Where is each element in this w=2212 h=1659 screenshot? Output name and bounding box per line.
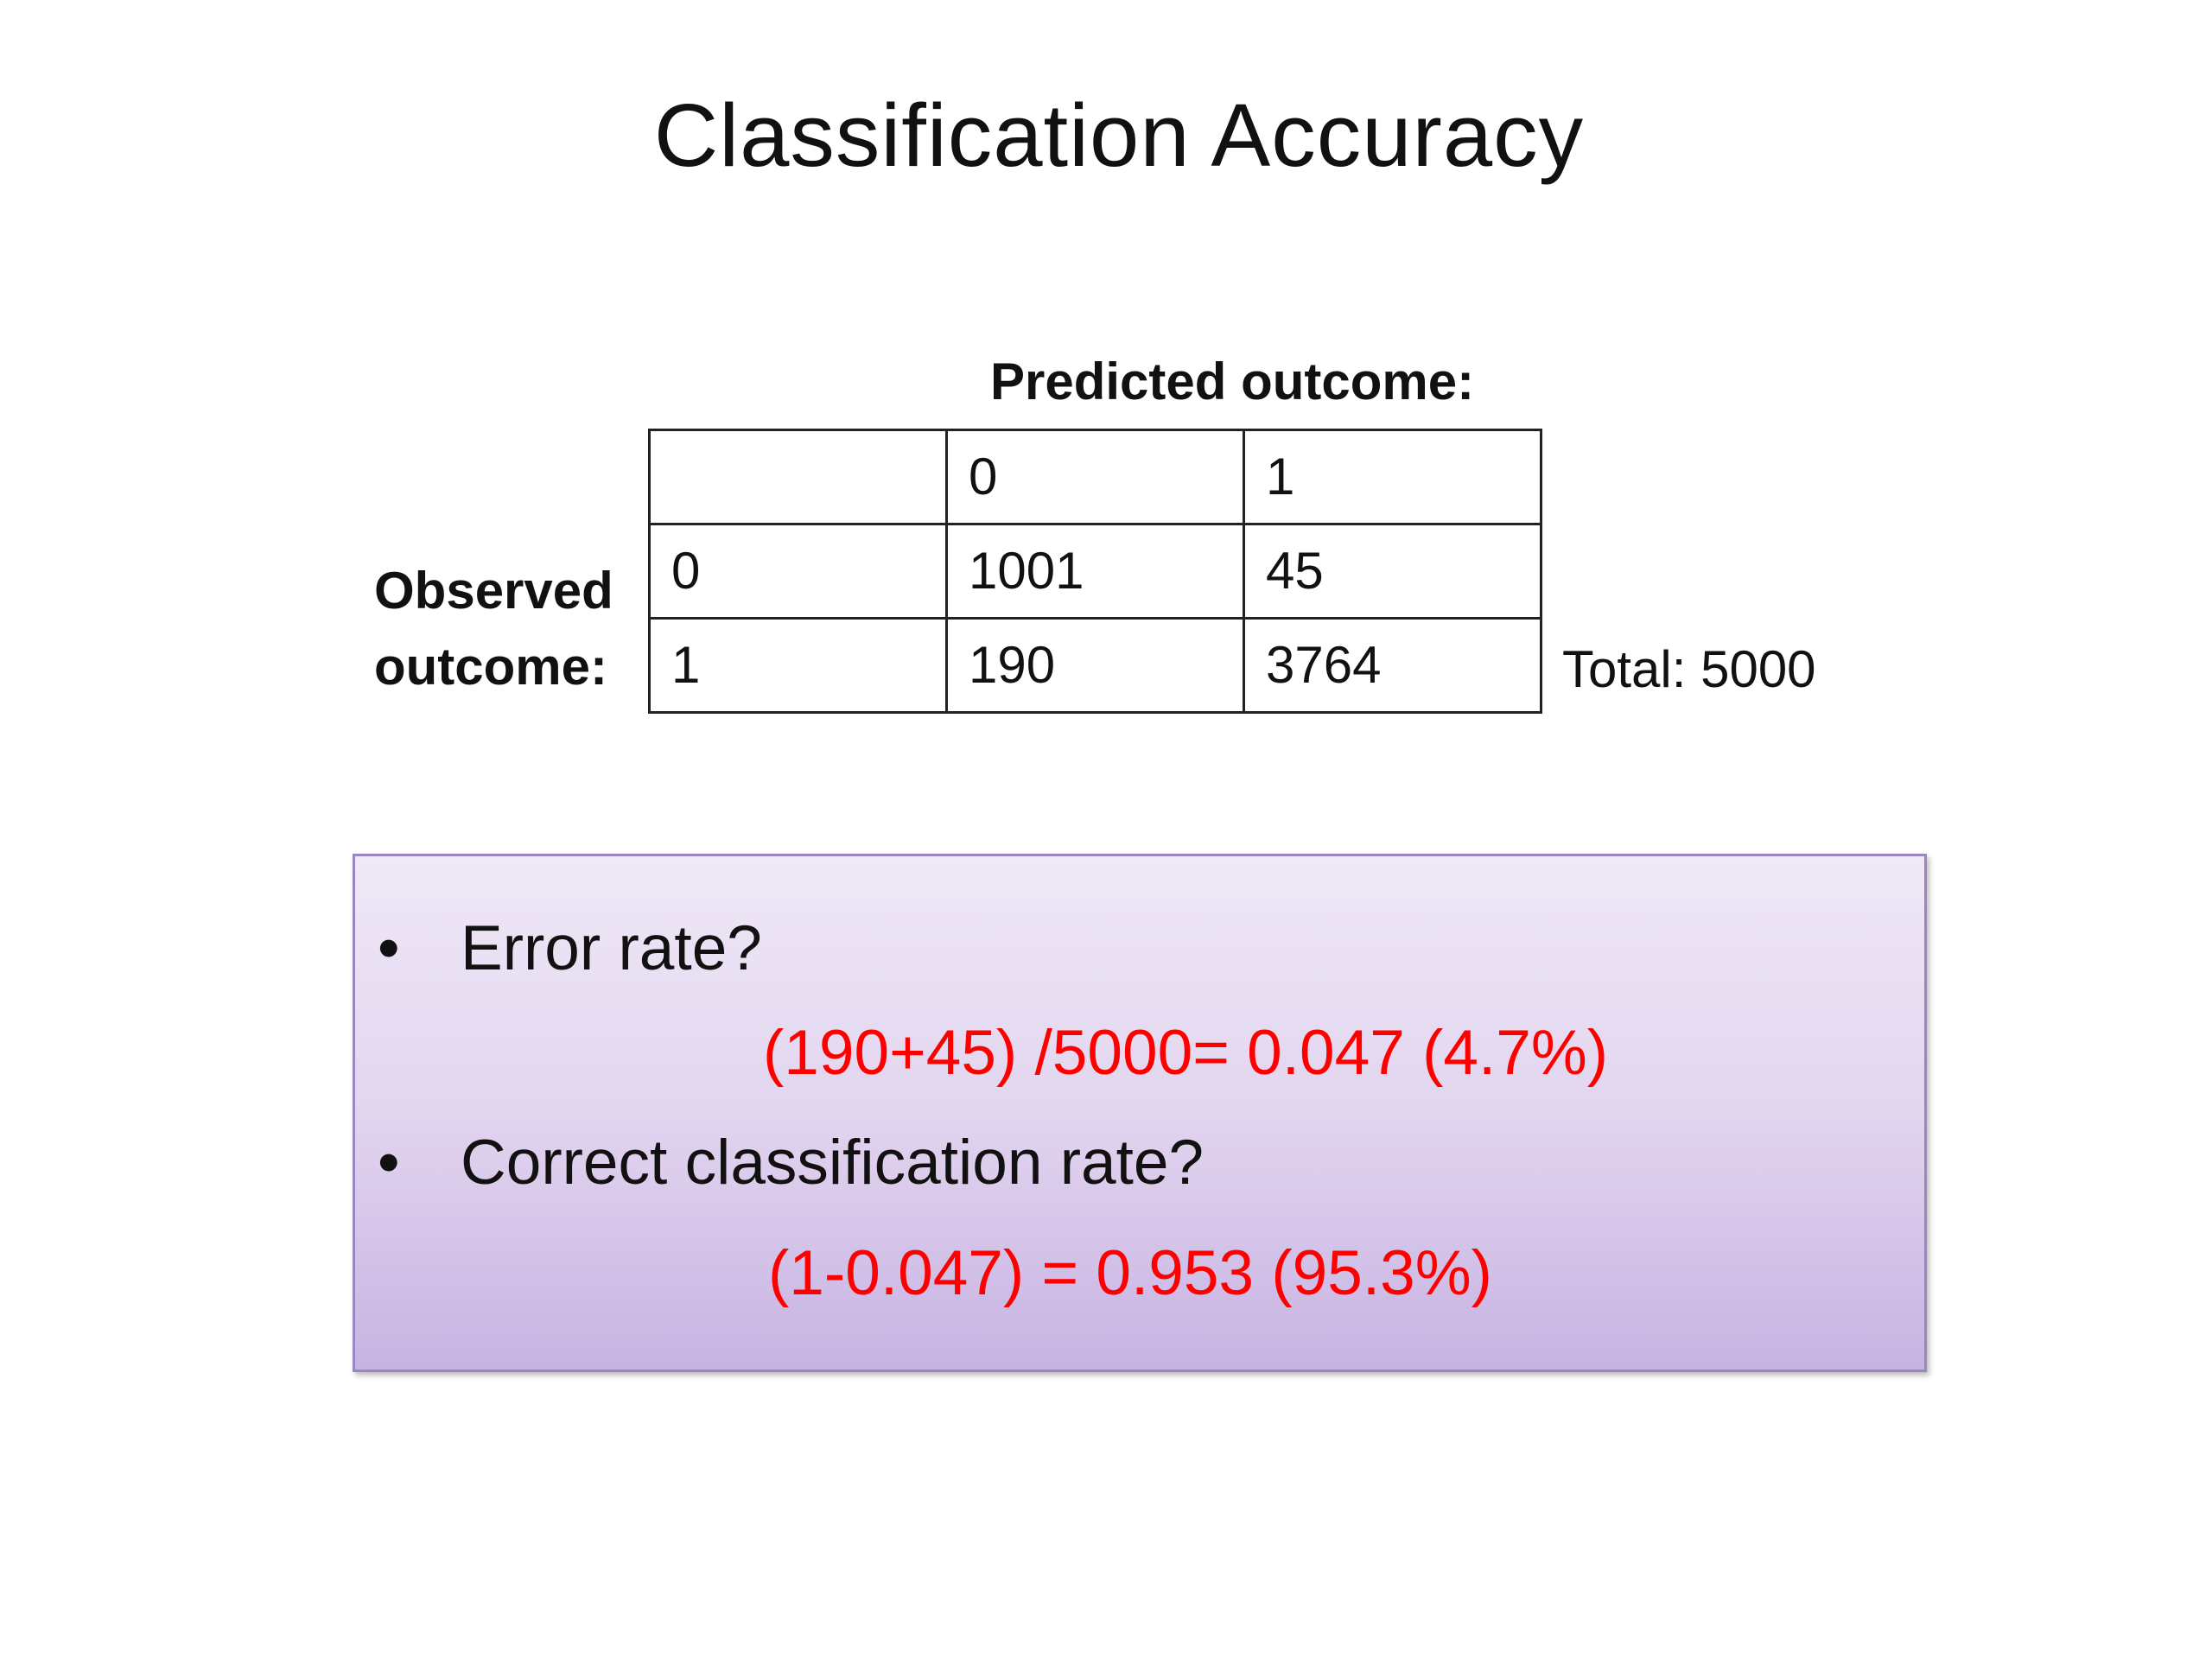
table-row: 0 1001 45 bbox=[648, 523, 1542, 620]
table-cell: 3764 bbox=[1243, 617, 1542, 714]
table-row-label-observed-0: 0 bbox=[648, 523, 948, 620]
table-cell: 190 bbox=[945, 617, 1245, 714]
table-header-cell-predicted-0: 0 bbox=[945, 429, 1245, 525]
bullet-icon: • bbox=[378, 1128, 400, 1198]
total-label: Total: 5000 bbox=[1562, 640, 1816, 698]
table-row-label-observed-1: 1 bbox=[648, 617, 948, 714]
table-header-row: 0 1 bbox=[648, 429, 1542, 525]
bullet-icon: • bbox=[378, 913, 400, 983]
table-row: 1 190 3764 bbox=[648, 617, 1542, 714]
observed-label-line2: outcome: bbox=[374, 638, 607, 696]
correct-rate-question-text: Correct classification rate? bbox=[461, 1128, 1205, 1198]
table-header-cell-predicted-1: 1 bbox=[1243, 429, 1542, 525]
confusion-matrix-table: 0 1 0 1001 45 1 190 3764 bbox=[648, 429, 1542, 714]
predicted-outcome-label: Predicted outcome: bbox=[990, 353, 1475, 410]
table-header-cell-corner bbox=[648, 429, 948, 525]
answer-box: • Error rate? (190+45) /5000= 0.047 (4.7… bbox=[353, 854, 1927, 1372]
observed-outcome-label: Observed outcome: bbox=[374, 553, 613, 705]
table-cell: 1001 bbox=[945, 523, 1245, 620]
correct-rate-answer: (1-0.047) = 0.953 (95.3%) bbox=[768, 1238, 1492, 1308]
error-rate-answer: (190+45) /5000= 0.047 (4.7%) bbox=[763, 1018, 1609, 1088]
observed-label-line1: Observed bbox=[374, 562, 613, 620]
error-rate-question-text: Error rate? bbox=[461, 913, 762, 983]
table-cell: 45 bbox=[1243, 523, 1542, 620]
slide-title: Classification Accuracy bbox=[653, 86, 1585, 185]
